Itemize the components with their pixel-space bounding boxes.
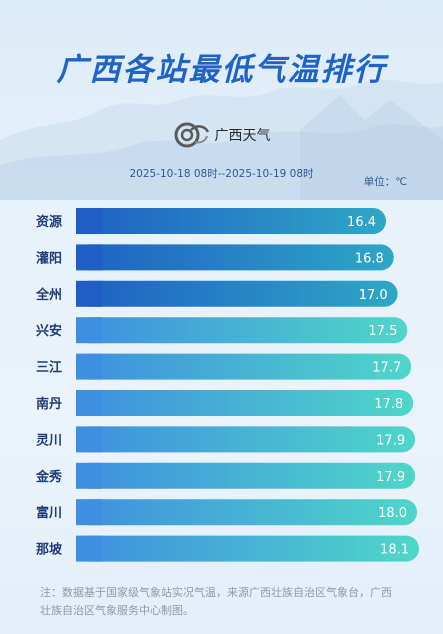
temperature-bar-left-edge xyxy=(76,426,102,453)
temperature-bar-left-edge xyxy=(76,317,102,344)
value-label: 17.7 xyxy=(372,361,401,376)
temperature-bar-left-edge xyxy=(76,280,102,307)
temperature-bar-left-edge xyxy=(76,390,102,416)
category-label: 兴安 xyxy=(36,323,62,339)
footnote: 注：数据基于国家级气象站实况气温，来源广西壮族自治区气象台，广西壮族自治区气象服… xyxy=(40,586,392,617)
temperature-bar xyxy=(76,353,412,380)
category-label: 金秀 xyxy=(35,469,63,485)
category-label: 富川 xyxy=(36,505,62,521)
unit-label: 单位：℃ xyxy=(363,176,407,188)
temperature-bar xyxy=(76,208,386,234)
temperature-bar xyxy=(76,426,416,453)
temperature-bar-left-edge xyxy=(76,208,102,234)
value-label: 17.9 xyxy=(376,470,405,485)
category-label: 灵川 xyxy=(36,433,62,448)
temperature-bar xyxy=(76,462,416,489)
category-label: 资源 xyxy=(36,214,62,230)
value-label: 17.5 xyxy=(368,324,397,339)
value-label: 17.0 xyxy=(359,288,388,303)
value-label: 18.1 xyxy=(380,543,409,558)
temperature-bar xyxy=(76,499,418,526)
value-label: 18.0 xyxy=(378,506,407,521)
value-label: 16.8 xyxy=(355,251,384,266)
value-label: 17.9 xyxy=(376,433,405,448)
temperature-ranking-chart: 资源 16.4 灌阳 16.8 全州 17.0 兴安 17.5 三江 17.7 南丹 17.8 灵川 17… xyxy=(35,208,419,562)
mountain-background xyxy=(0,79,443,200)
temperature-bar-left-edge xyxy=(76,499,102,526)
category-label: 全州 xyxy=(35,287,62,303)
temperature-bar xyxy=(76,535,419,562)
temperature-bar-left-edge xyxy=(76,244,102,271)
weather-logo-icon xyxy=(174,122,209,148)
date-range: 2025-10-18 08时--2025-10-19 08时 xyxy=(129,168,314,180)
value-label: 16.4 xyxy=(347,215,376,230)
temperature-bar-left-edge xyxy=(76,462,102,489)
category-label: 三江 xyxy=(36,360,62,376)
temperature-bar xyxy=(76,244,394,271)
temperature-bar xyxy=(76,317,408,344)
temperature-bar-left-edge xyxy=(76,535,102,562)
logo-text: 广西天气 xyxy=(214,128,271,144)
brand-logo: 广西天气 xyxy=(0,120,443,150)
value-label: 17.8 xyxy=(374,397,403,412)
temperature-bar xyxy=(76,280,398,307)
category-label: 那坡 xyxy=(36,542,63,558)
temperature-bar-left-edge xyxy=(76,353,102,380)
temperature-bar xyxy=(76,390,414,416)
category-label: 南丹 xyxy=(36,396,62,412)
page-title: 广西各站最低气温排行 xyxy=(56,52,387,88)
category-label: 灌阳 xyxy=(36,250,62,266)
